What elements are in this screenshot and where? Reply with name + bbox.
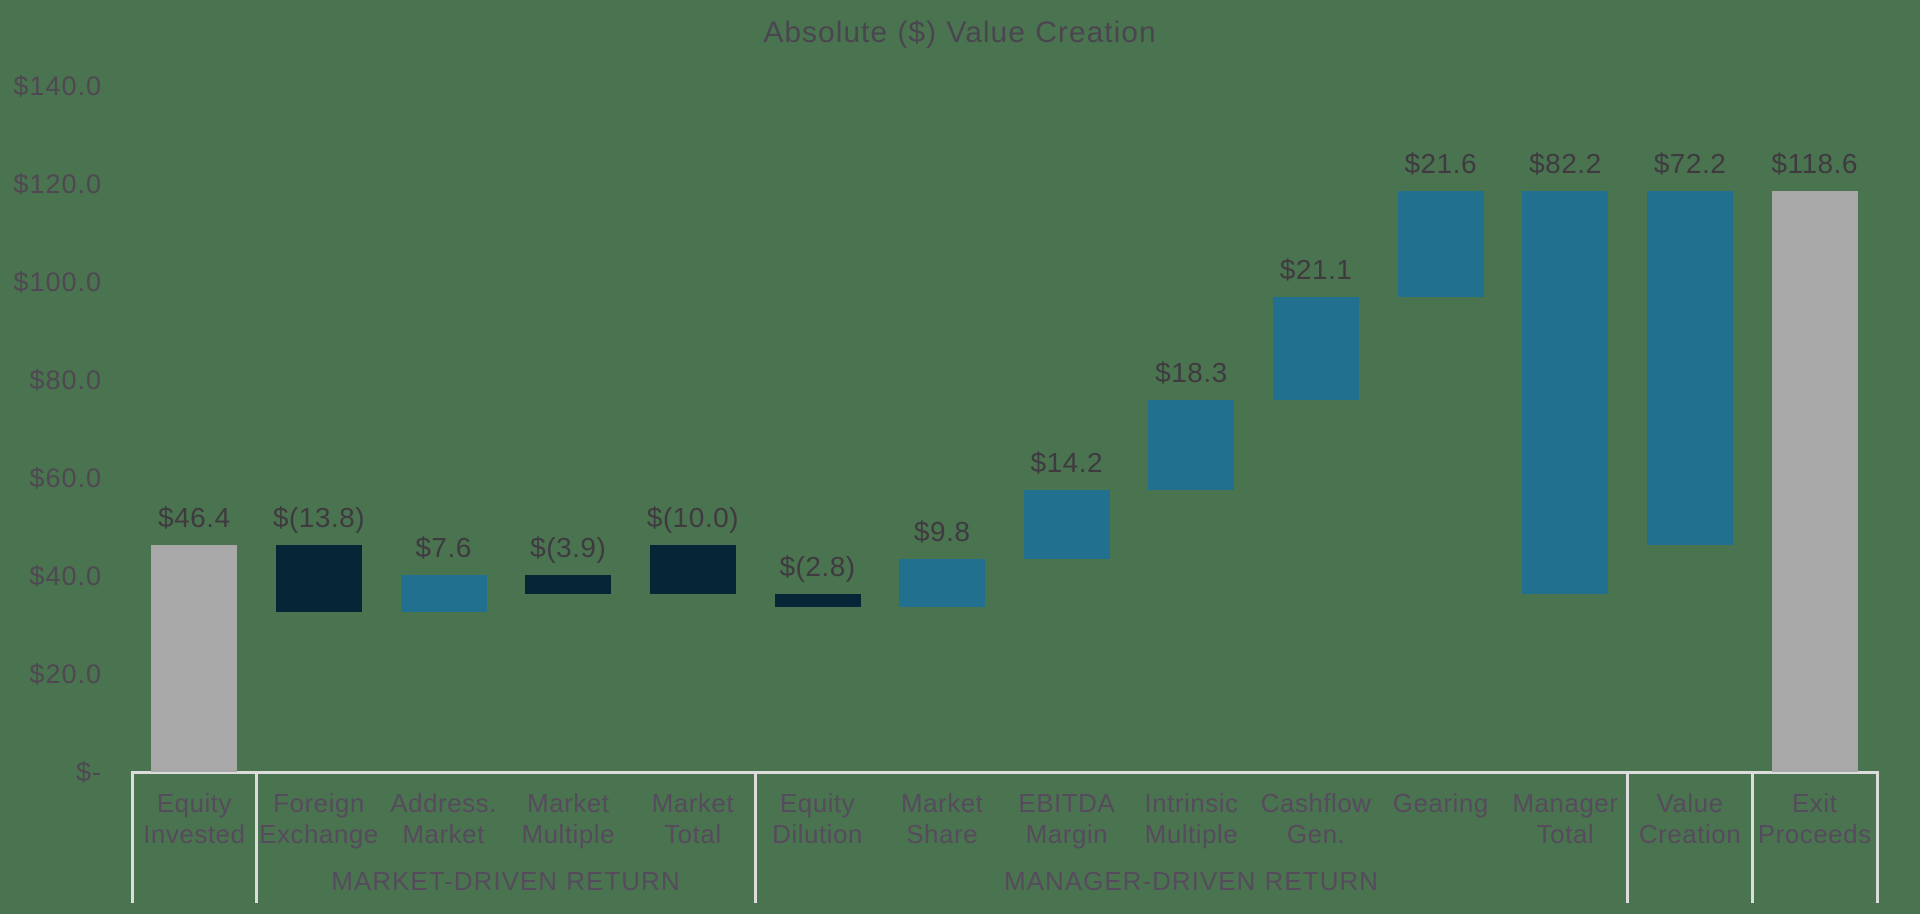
y-axis-tick: $140.0 [13,71,102,101]
y-axis-tick: $100.0 [13,267,102,297]
y-axis-tick: $120.0 [13,169,102,199]
bar-address-market [400,575,487,613]
value-label-ebitda-margin: $14.2 [1030,446,1104,478]
category-label-line: Cashflow [1260,788,1372,818]
category-label-line: Gearing [1392,788,1489,818]
category-label-line: Invested [143,819,246,849]
bar-gearing [1397,190,1484,297]
value-label-market-total: $(10.0) [646,501,739,533]
value-label-cashflow-gen: $21.1 [1279,253,1353,285]
bar-exit-proceeds [1771,190,1858,772]
bar-ebitda-margin [1023,489,1110,560]
category-label-line: Manager [1512,788,1619,818]
category-label-line: Exit [1791,788,1838,818]
category-label-line: Gen. [1286,819,1346,849]
category-label-market-total: Market Total [631,788,756,850]
category-label-market-share: Market Share [880,788,1005,850]
category-label-line: Proceeds [1757,819,1872,849]
y-axis-tick: $- [75,757,102,787]
bar-manager-total [1522,190,1609,594]
bar-equity-dilution [774,593,861,608]
category-label-ebitda-margin: EBITDA Margin [1005,788,1130,850]
bar-market-multiple [525,575,612,595]
value-label-market-multiple: $(3.9) [530,532,607,564]
category-group-divider [1626,771,1630,903]
category-label-manager-total: Manager Total [1503,788,1628,850]
category-label-equity-invested: Equity Invested [132,788,257,850]
category-label-address-market: Address. Market [381,788,506,850]
value-label-equity-invested: $46.4 [158,501,231,533]
category-label-market-multiple: Market Multiple [506,788,631,850]
category-label-line: Equity [779,788,856,818]
category-label-line: Market [900,788,984,818]
value-label-value-creation: $72.2 [1653,147,1727,179]
category-label-gearing: Gearing [1378,788,1503,819]
category-label-line: Dilution [772,819,863,849]
bar-intrinsic-multiple [1148,400,1235,490]
category-label-line: Share [906,819,979,849]
category-label-line: Total [1536,819,1595,849]
category-label-line: Multiple [1144,819,1239,849]
category-label-line: EBITDA [1018,788,1116,818]
bar-value-creation [1647,190,1734,545]
category-label-line: Value [1656,788,1724,818]
bar-foreign-exchange [275,544,362,613]
category-label-value-creation: Value Creation [1628,788,1753,850]
category-label-line: Exchange [259,819,379,849]
y-axis-tick: $40.0 [29,561,102,591]
category-label-line: Intrinsic [1144,788,1239,818]
category-label-line: Multiple [521,819,616,849]
value-label-manager-total: $82.2 [1529,147,1602,179]
category-label-line: Market [527,788,610,818]
value-label-intrinsic-multiple: $18.3 [1155,357,1228,389]
category-label-line: Margin [1025,819,1109,849]
category-label-line: Total [664,819,722,849]
category-group-divider [130,771,134,903]
category-label-cashflow-gen: Cashflow Gen. [1254,788,1379,850]
y-axis-tick: $60.0 [29,463,102,493]
category-group-divider [255,771,259,903]
category-group-divider [753,771,757,903]
bar-market-total [649,544,736,594]
x-axis-line [132,771,1877,774]
value-label-address-market: $7.6 [415,532,472,564]
category-label-line: Foreign [273,788,365,818]
value-label-market-share: $9.8 [913,516,971,548]
y-axis-tick: $20.0 [29,659,102,689]
chart-title: Absolute ($) Value Creation [763,16,1157,49]
bar-market-share [899,559,986,608]
bar-equity-invested [151,544,238,772]
category-label-line: Market [402,819,485,849]
value-label-exit-proceeds: $118.6 [1771,147,1858,179]
bar-cashflow-gen [1273,296,1360,401]
category-label-intrinsic-multiple: Intrinsic Multiple [1129,788,1254,850]
category-label-equity-dilution: Equity Dilution [755,788,880,850]
value-label-foreign-exchange: $(13.8) [272,501,366,533]
category-group-divider [1750,771,1754,903]
group-label: MANAGER-DRIVEN RETURN [1003,866,1379,896]
category-label-foreign-exchange: Foreign Exchange [257,788,382,850]
category-label-line: Creation [1638,819,1742,849]
category-label-line: Address. [390,788,497,818]
group-label: MARKET-DRIVEN RETURN [331,866,681,896]
category-label-line: Market [651,788,735,818]
category-group-divider [1875,771,1879,903]
value-label-equity-dilution: $(2.8) [779,550,856,582]
value-label-gearing: $21.6 [1404,147,1478,179]
category-label-exit-proceeds: Exit Proceeds [1752,788,1877,850]
category-label-line: Equity [156,788,232,818]
y-axis-tick: $80.0 [29,365,102,395]
